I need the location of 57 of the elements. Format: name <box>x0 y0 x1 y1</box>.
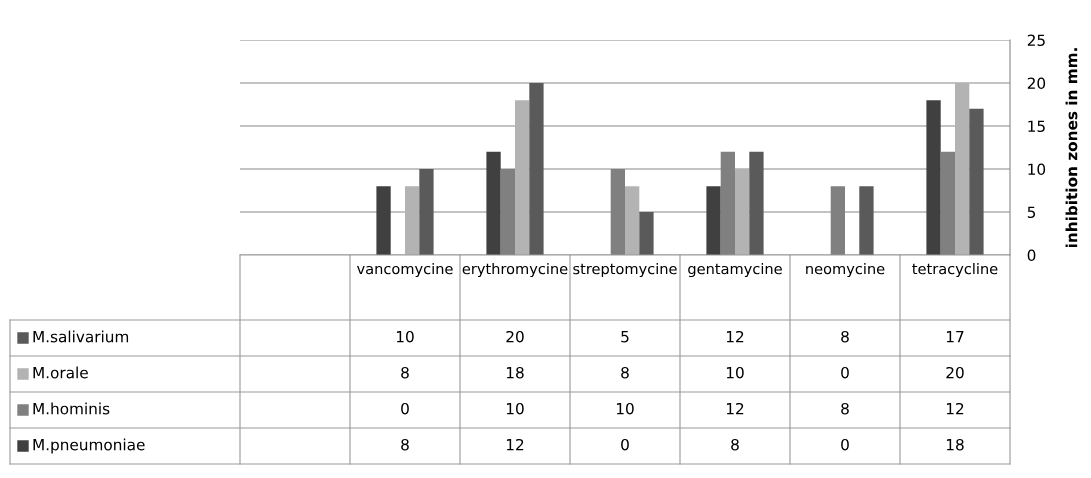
legend-label: M.hominis <box>33 402 110 415</box>
data-label: 8 <box>841 330 849 343</box>
data-label: 5 <box>621 331 629 343</box>
data-label: 10 <box>396 330 414 343</box>
bar <box>515 100 530 255</box>
bar <box>706 186 721 255</box>
x-tick-label: tetracycline <box>912 263 998 278</box>
data-label: 12 <box>726 330 744 343</box>
x-tick-label: gentamycine <box>688 263 782 278</box>
bar <box>639 212 654 255</box>
legend-label: M.salivarium <box>33 330 129 343</box>
data-label: 8 <box>401 366 409 379</box>
bar <box>955 83 970 255</box>
y-tick-label: 15 <box>1028 120 1045 133</box>
data-label: 20 <box>946 366 964 379</box>
y-tick-label: 25 <box>1027 34 1045 47</box>
data-label: 20 <box>506 330 524 343</box>
legend-label: M.orale <box>33 366 88 379</box>
data-label: 0 <box>841 438 849 451</box>
data-label: 12 <box>506 438 524 451</box>
bar <box>749 151 764 255</box>
data-label: 8 <box>841 402 849 415</box>
x-tick-label: vancomycine <box>357 263 453 278</box>
data-label: 8 <box>401 438 409 451</box>
data-label: 18 <box>506 366 524 379</box>
data-label: 18 <box>946 438 964 451</box>
y-tick-label: 5 <box>1027 206 1036 219</box>
bar <box>486 151 501 255</box>
bar <box>940 151 955 255</box>
data-label: 0 <box>621 438 629 451</box>
y-tick-label: 0 <box>1027 249 1036 262</box>
data-label: 12 <box>726 402 744 415</box>
data-label: 0 <box>401 402 409 415</box>
y-tick-label: 10 <box>1028 163 1046 176</box>
data-label: 8 <box>621 366 629 379</box>
data-label: 0 <box>841 366 849 379</box>
data-label: 17 <box>946 331 964 343</box>
data-label: 10 <box>726 366 744 379</box>
bar <box>735 169 750 255</box>
data-label: 10 <box>506 402 524 415</box>
data-label: 8 <box>731 438 739 451</box>
x-tick-label: neomycine <box>806 263 885 278</box>
x-tick-label: erythromycine <box>462 263 568 278</box>
data-label: 10 <box>616 402 634 415</box>
bar <box>419 169 434 255</box>
bar <box>625 186 640 255</box>
data-label: 12 <box>946 402 964 415</box>
bar <box>529 83 544 255</box>
bar <box>969 108 984 255</box>
bar <box>859 186 874 255</box>
bar <box>376 186 391 255</box>
bar <box>405 186 420 255</box>
legend-label: M.pneumoniae <box>33 438 145 454</box>
y-tick-label: 20 <box>1027 77 1046 90</box>
bar <box>926 100 941 255</box>
x-tick-label: streptomycine <box>573 263 677 278</box>
y-axis-title: inhibition zones in mm. <box>1065 48 1078 248</box>
